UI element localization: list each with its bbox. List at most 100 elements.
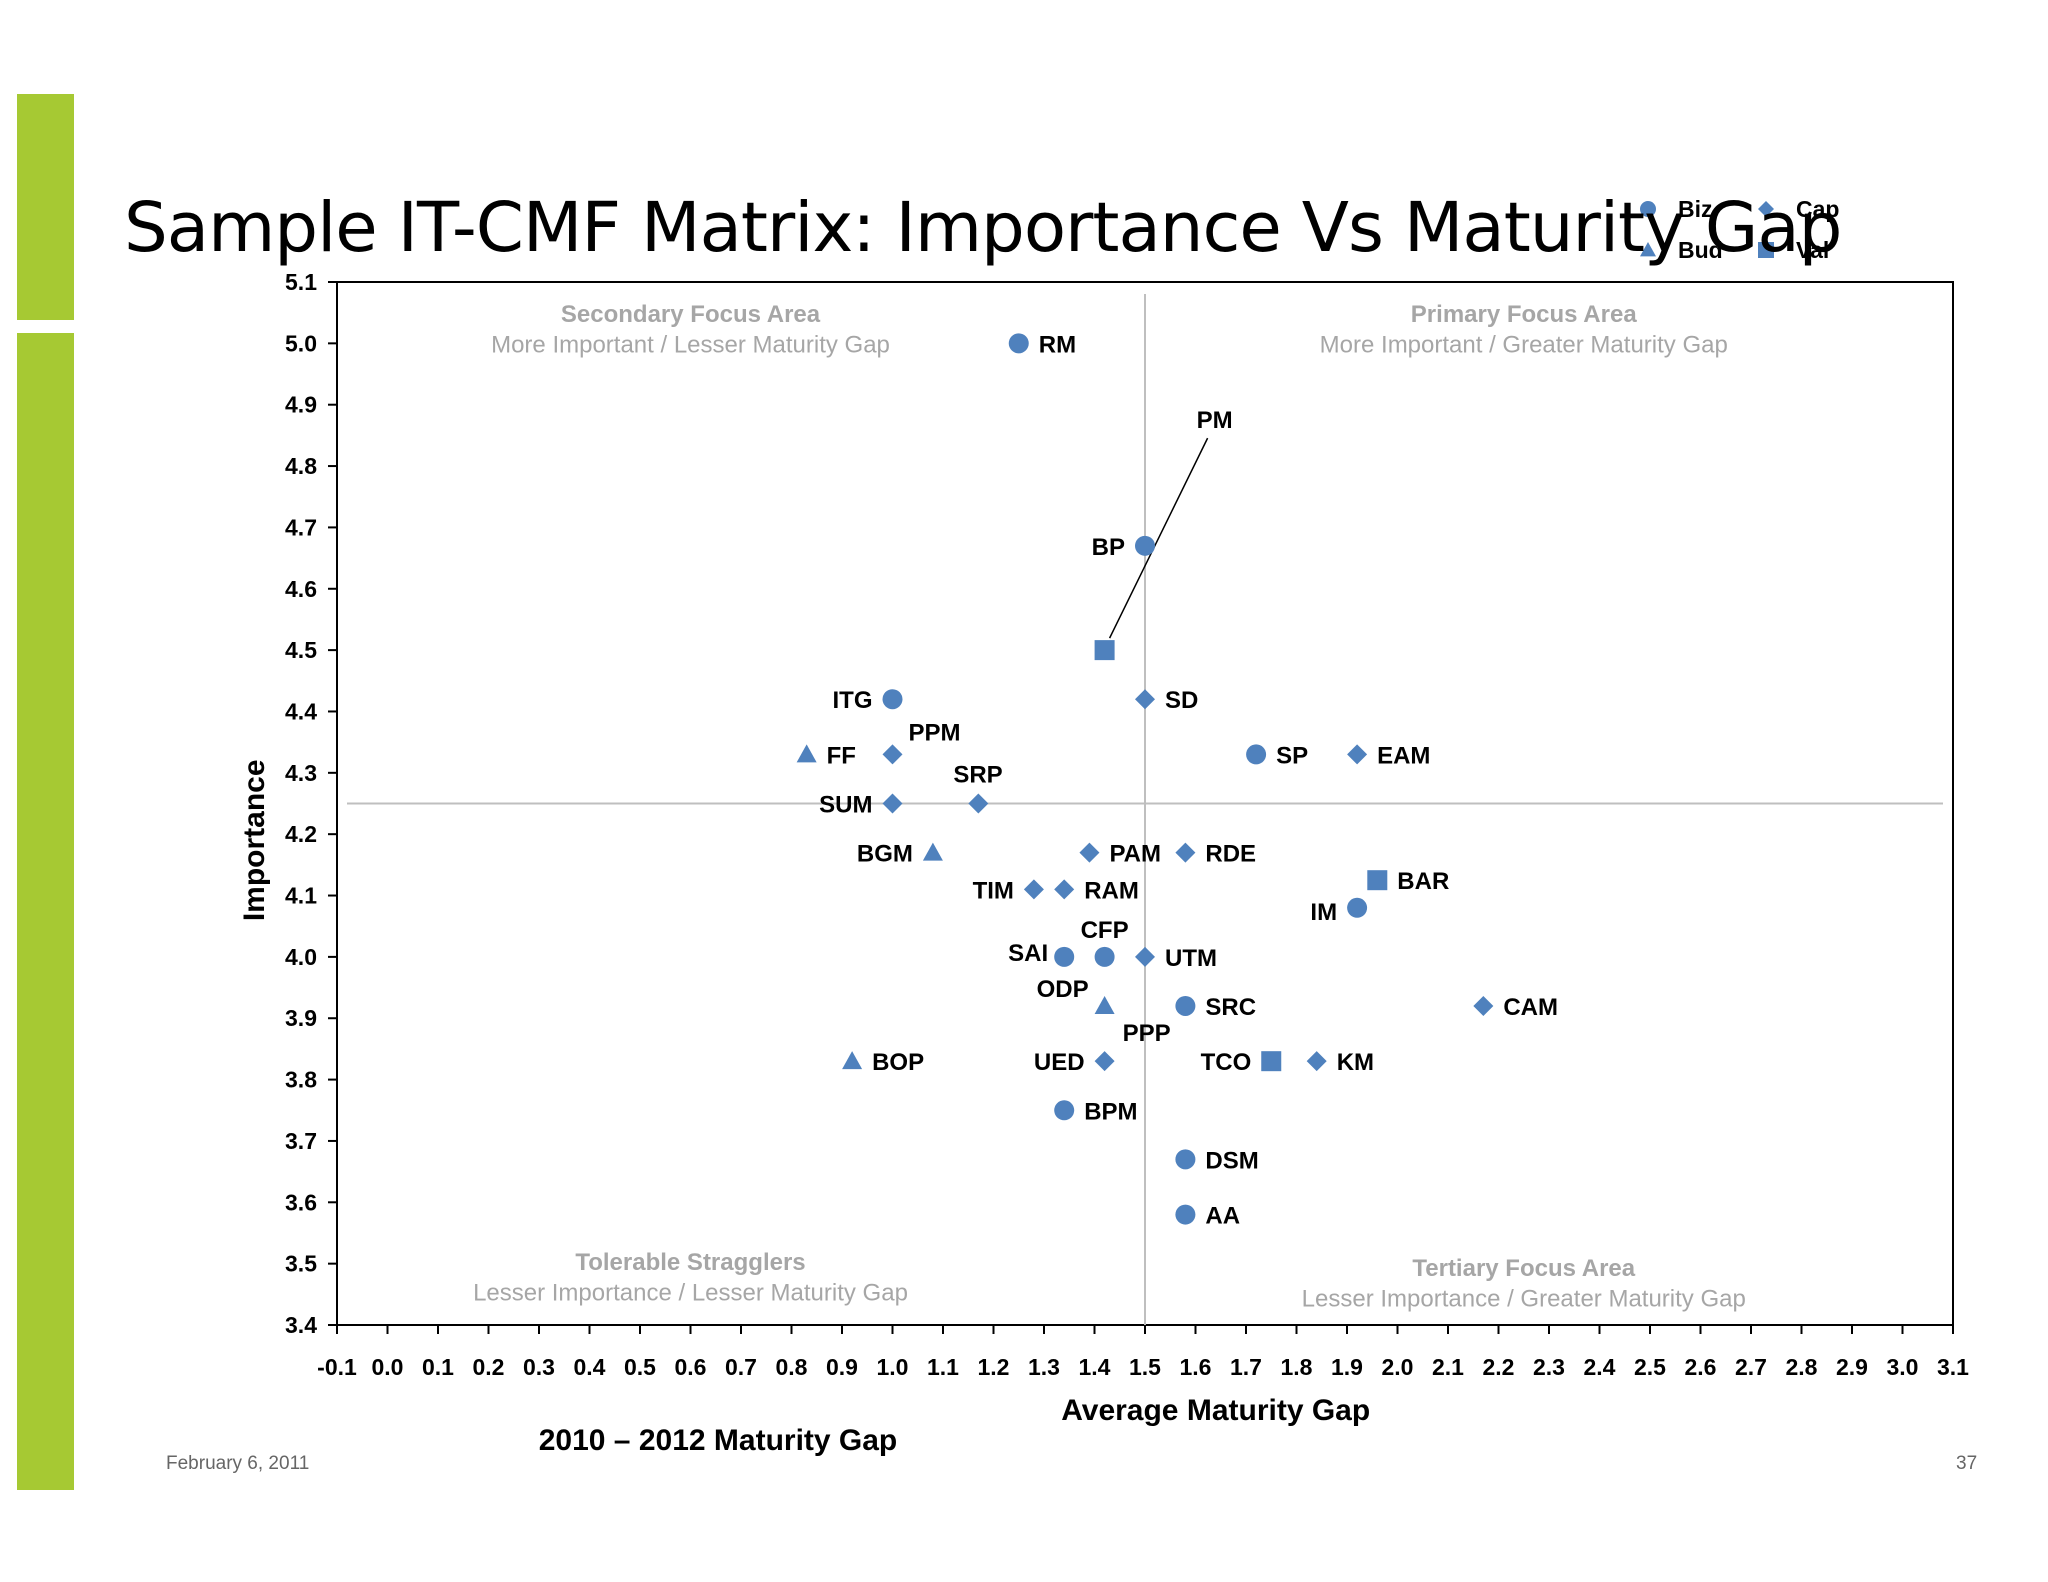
point-pam-label: PAM — [1109, 841, 1161, 868]
y-tick-label: 4.8 — [285, 453, 317, 479]
point-dsm-label: DSM — [1205, 1147, 1258, 1174]
x-tick-label: 2.4 — [1584, 1354, 1616, 1380]
point-cam-label: CAM — [1503, 994, 1558, 1021]
point-dsm-marker — [1175, 1149, 1196, 1170]
point-ff-label: FF — [827, 742, 856, 769]
point-odp-marker — [1094, 995, 1115, 1014]
point-bop-marker — [842, 1051, 863, 1070]
x-tick-label: 0.4 — [574, 1354, 606, 1380]
point-bpm-label: BPM — [1084, 1098, 1137, 1125]
point-aa-label: AA — [1205, 1203, 1240, 1230]
maturity-gap-subtitle: 2010 – 2012 Maturity Gap — [539, 1424, 898, 1457]
point-rde-marker — [1175, 842, 1196, 863]
y-tick-label: 4.5 — [285, 637, 317, 663]
point-pam-marker — [1079, 842, 1100, 863]
x-tick-label: 1.2 — [978, 1354, 1010, 1380]
point-sum-marker — [882, 793, 903, 814]
point-bpm-marker — [1054, 1100, 1075, 1121]
point-tco-marker — [1261, 1051, 1282, 1072]
y-tick-label: 4.1 — [285, 883, 317, 909]
y-tick-label: 3.7 — [285, 1128, 317, 1154]
point-ppm-marker — [882, 744, 903, 765]
quadrant-subtitle: Lesser Importance / Lesser Maturity Gap — [473, 1279, 908, 1306]
x-tick-label: 1.7 — [1230, 1354, 1262, 1380]
x-tick-label: 2.8 — [1786, 1354, 1818, 1380]
legend-bud-label: Bud — [1678, 237, 1723, 263]
accent-bar-top — [17, 94, 74, 320]
y-tick-label: 4.9 — [285, 392, 317, 418]
y-tick-label: 4.2 — [285, 821, 317, 847]
x-tick-label: 2.7 — [1735, 1354, 1767, 1380]
point-tco-label: TCO — [1201, 1049, 1252, 1076]
legend-biz-marker — [1640, 201, 1656, 217]
accent-bar-bottom — [17, 333, 74, 1490]
x-tick-label: 1.8 — [1281, 1354, 1313, 1380]
quadrant-subtitle: More Important / Greater Maturity Gap — [1320, 332, 1728, 359]
slide-date: February 6, 2011 — [166, 1453, 310, 1474]
x-tick-label: 2.2 — [1483, 1354, 1515, 1380]
x-tick-label: 0.8 — [776, 1354, 808, 1380]
point-bar-marker — [1367, 870, 1388, 891]
x-tick-label: 1.0 — [877, 1354, 909, 1380]
point-ppm-label: PPM — [909, 719, 961, 746]
point-sp-marker — [1246, 744, 1267, 765]
point-bop-label: BOP — [872, 1049, 924, 1076]
legend-val-marker — [1758, 242, 1774, 258]
point-bp-marker — [1135, 535, 1155, 556]
point-bgm-label: BGM — [857, 841, 913, 868]
quadrant-title: Tertiary Focus Area — [1412, 1255, 1635, 1282]
x-tick-label: 2.1 — [1432, 1354, 1464, 1380]
x-tick-label: 0.2 — [473, 1354, 505, 1380]
quadrant-subtitle: Lesser Importance / Greater Maturity Gap — [1302, 1286, 1746, 1313]
point-pm-label: PM — [1197, 407, 1233, 434]
x-tick-label: 0.6 — [675, 1354, 707, 1380]
y-tick-label: 4.7 — [285, 514, 317, 540]
point-rm-marker — [1008, 333, 1029, 354]
point-bp-label: BP — [1092, 534, 1125, 561]
legend-bud-marker — [1640, 242, 1656, 257]
x-tick-label: 2.3 — [1533, 1354, 1565, 1380]
point-km-marker — [1306, 1051, 1327, 1072]
x-tick-label: 0.0 — [372, 1354, 404, 1380]
quadrant-title: Secondary Focus Area — [561, 301, 821, 328]
point-eam-label: EAM — [1377, 742, 1430, 769]
y-tick-label: 5.0 — [285, 330, 317, 356]
point-cfp-label: CFP — [1081, 917, 1129, 944]
legend-biz-label: Biz — [1678, 196, 1713, 222]
quadrant-title: Primary Focus Area — [1411, 301, 1638, 328]
y-tick-label: 3.8 — [285, 1067, 317, 1093]
point-ued-label: UED — [1034, 1049, 1085, 1076]
point-eam-marker — [1347, 744, 1368, 765]
point-sai-marker — [1054, 946, 1075, 967]
point-bar-label: BAR — [1397, 868, 1449, 895]
point-cfp-marker — [1094, 946, 1115, 967]
x-tick-label: 2.5 — [1634, 1354, 1666, 1380]
point-rm-label: RM — [1039, 331, 1076, 358]
x-tick-label: 0.9 — [826, 1354, 858, 1380]
point-src-marker — [1175, 995, 1196, 1016]
point-ued-marker — [1094, 1051, 1115, 1072]
point-km-label: KM — [1337, 1049, 1374, 1076]
x-tick-label: 0.1 — [422, 1354, 454, 1380]
point-bgm-marker — [922, 842, 943, 861]
page-number: 37 — [1956, 1453, 1978, 1474]
y-tick-label: 4.0 — [285, 944, 317, 970]
x-tick-label: 0.3 — [523, 1354, 555, 1380]
legend-val-label: Val — [1796, 237, 1829, 263]
point-itg-marker — [882, 689, 903, 710]
quadrant-title: Tolerable Stragglers — [575, 1249, 805, 1276]
point-ram-label: RAM — [1084, 877, 1139, 904]
x-tick-label: 1.1 — [927, 1354, 959, 1380]
slide-title: Sample IT-CMF Matrix: Importance Vs Matu… — [124, 188, 1842, 268]
x-axis-title: Average Maturity Gap — [1061, 1394, 1370, 1427]
x-tick-label: 1.9 — [1331, 1354, 1363, 1380]
point-srp-marker — [968, 793, 989, 814]
point-ppp-label: PPP — [1123, 1020, 1171, 1047]
y-tick-label: 3.5 — [285, 1251, 317, 1277]
point-sum-label: SUM — [819, 792, 872, 819]
y-tick-label: 5.1 — [285, 269, 317, 295]
legend-cap-label: Cap — [1796, 196, 1839, 222]
x-tick-label: 2.6 — [1685, 1354, 1717, 1380]
x-tick-label: -0.1 — [317, 1354, 357, 1380]
